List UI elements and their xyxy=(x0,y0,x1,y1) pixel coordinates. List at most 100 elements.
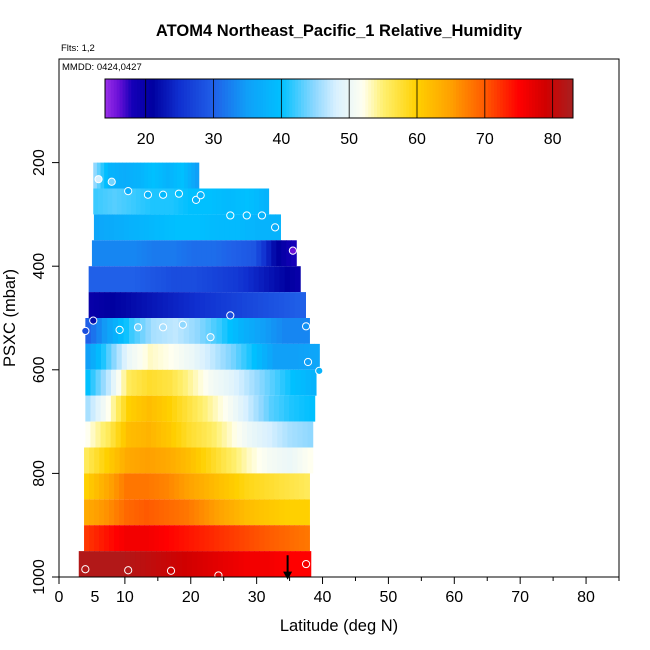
heatmap-cell xyxy=(136,369,143,396)
heatmap-cell xyxy=(265,318,272,344)
heatmap-cell xyxy=(111,240,118,267)
heatmap-cell xyxy=(307,447,314,474)
heatmap-cell xyxy=(139,447,146,474)
dates-label: MMDD: 0424,0427 xyxy=(62,62,142,73)
heatmap-cell xyxy=(93,214,100,241)
heatmap-cell xyxy=(259,369,266,396)
heatmap-cell xyxy=(94,525,100,552)
heatmap-cell xyxy=(184,343,190,370)
heatmap-cell xyxy=(99,473,105,500)
heatmap-cell xyxy=(93,266,100,293)
colorbar-swatch xyxy=(511,79,515,118)
colorbar-swatch xyxy=(520,79,524,118)
heatmap-cell xyxy=(187,369,194,396)
colorbar-swatch xyxy=(368,79,372,118)
heatmap-cell xyxy=(214,473,220,500)
heatmap-cell xyxy=(109,499,115,526)
colorbar-swatch xyxy=(298,79,302,118)
x-axis-label: Latitude (deg N) xyxy=(280,617,398,635)
heatmap-cell xyxy=(282,421,288,448)
heatmap-cell xyxy=(276,240,282,267)
heatmap-cell xyxy=(274,369,281,396)
heatmap-cell xyxy=(124,447,131,474)
x-tick-label: 70 xyxy=(511,589,529,606)
heatmap-cell xyxy=(125,421,132,448)
colorbar-swatch xyxy=(488,79,492,118)
colorbar-swatch xyxy=(333,79,337,118)
heatmap-cell xyxy=(159,188,165,215)
heatmap-cell xyxy=(253,551,260,577)
heatmap-cell xyxy=(244,473,250,500)
heatmap-cell xyxy=(140,421,147,448)
heatmap-cell xyxy=(174,525,180,552)
colorbar-swatch xyxy=(435,79,439,118)
heatmap-cell xyxy=(145,551,152,577)
heatmap-cell xyxy=(217,266,224,293)
heatmap-cell xyxy=(278,292,285,318)
heatmap-cell xyxy=(236,421,243,448)
heatmap-cell xyxy=(78,551,85,577)
heatmap-cell xyxy=(264,551,271,577)
heatmap-cell xyxy=(150,266,157,293)
heatmap-cell xyxy=(255,214,261,241)
heatmap-cell xyxy=(101,240,108,267)
heatmap-cell xyxy=(118,162,123,189)
heatmap-cell xyxy=(159,525,165,552)
heatmap-cell xyxy=(278,395,285,422)
heatmap-cell xyxy=(130,551,137,577)
heatmap-cell xyxy=(98,214,105,241)
colorbar-swatch xyxy=(426,79,431,118)
heatmap-cell xyxy=(179,214,186,241)
heatmap-cell xyxy=(139,214,145,241)
colorbar-swatch xyxy=(505,79,510,118)
heatmap-cell xyxy=(241,240,247,267)
heatmap-cell xyxy=(144,473,150,500)
heatmap-cell xyxy=(179,499,185,526)
heatmap-cell xyxy=(241,292,248,318)
heatmap-cell xyxy=(206,240,213,267)
colorbar-swatch xyxy=(324,79,328,118)
heatmap-cell xyxy=(224,499,230,526)
heatmap-cell xyxy=(122,162,127,189)
heatmap-cell xyxy=(244,369,250,396)
heatmap-cell xyxy=(121,369,127,396)
heatmap-cell xyxy=(140,266,146,293)
heatmap-cell xyxy=(249,473,255,500)
heatmap-cell xyxy=(224,473,230,500)
heatmap-cell xyxy=(101,318,108,344)
heatmap-cell xyxy=(139,473,145,500)
heatmap-cell xyxy=(109,551,116,577)
heatmap-cell xyxy=(269,266,275,293)
heatmap-cell xyxy=(303,343,310,370)
heatmap-cell xyxy=(104,266,110,293)
heatmap-cell xyxy=(140,162,145,189)
heatmap-cell xyxy=(233,266,239,293)
observation-point xyxy=(257,211,267,220)
heatmap-cell xyxy=(284,292,291,318)
y-tick-label: 200 xyxy=(31,149,48,176)
heatmap-cell xyxy=(220,292,227,318)
heatmap-cell xyxy=(135,551,142,577)
heatmap-cell xyxy=(176,551,183,577)
colorbar-swatch xyxy=(318,79,322,118)
heatmap-cell xyxy=(155,266,162,293)
colorbar-swatch xyxy=(438,79,442,118)
heatmap-cell xyxy=(260,214,266,241)
colorbar-swatch xyxy=(374,79,378,118)
heatmap-cell xyxy=(220,343,227,370)
heatmap-cell xyxy=(106,240,113,267)
heatmap-cell xyxy=(243,318,250,344)
heatmap-cell xyxy=(93,292,100,318)
heatmap-cell xyxy=(144,162,149,189)
heatmap-cell xyxy=(231,240,237,267)
x-tick-label: 10 xyxy=(116,589,134,606)
heatmap-cell xyxy=(90,421,97,448)
heatmap-cell xyxy=(210,292,217,318)
colorbar-swatch xyxy=(467,79,472,118)
heatmap-cell xyxy=(211,240,218,267)
heatmap-cell xyxy=(83,551,90,577)
x-tick-label: 80 xyxy=(577,589,595,606)
heatmap-cell xyxy=(211,421,218,448)
heatmap-cell xyxy=(136,240,143,267)
heatmap-cell xyxy=(194,292,201,318)
